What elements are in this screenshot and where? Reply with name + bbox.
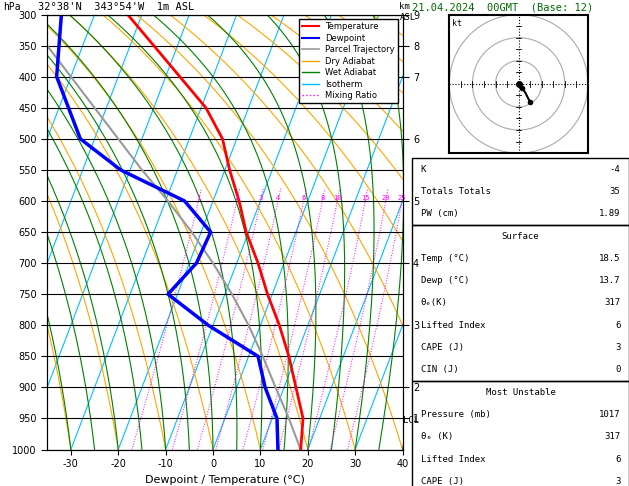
Text: θₑ(K): θₑ(K) — [421, 298, 448, 308]
Legend: Temperature, Dewpoint, Parcel Trajectory, Dry Adiabat, Wet Adiabat, Isotherm, Mi: Temperature, Dewpoint, Parcel Trajectory… — [299, 19, 398, 104]
Text: 35: 35 — [610, 187, 620, 196]
Text: 32°38'N  343°54'W  1m ASL: 32°38'N 343°54'W 1m ASL — [38, 2, 194, 13]
Text: PW (cm): PW (cm) — [421, 209, 459, 218]
Text: Dewp (°C): Dewp (°C) — [421, 276, 469, 285]
Text: Surface: Surface — [502, 231, 539, 241]
Text: 25: 25 — [398, 195, 406, 201]
Text: 15: 15 — [361, 195, 369, 201]
Text: 2: 2 — [235, 195, 239, 201]
Text: 20: 20 — [381, 195, 390, 201]
Text: 13.7: 13.7 — [599, 276, 620, 285]
Text: Lifted Index: Lifted Index — [421, 321, 485, 330]
Text: 6: 6 — [301, 195, 306, 201]
Text: -4: -4 — [610, 165, 620, 174]
Text: CAPE (J): CAPE (J) — [421, 343, 464, 352]
Text: 8: 8 — [320, 195, 325, 201]
Text: 21.04.2024  00GMT  (Base: 12): 21.04.2024 00GMT (Base: 12) — [412, 2, 593, 13]
Text: 3: 3 — [259, 195, 263, 201]
Text: 3: 3 — [615, 343, 620, 352]
Text: 3: 3 — [615, 477, 620, 486]
Text: 0: 0 — [615, 365, 620, 374]
Text: 18.5: 18.5 — [599, 254, 620, 263]
Text: kt: kt — [452, 19, 462, 28]
Text: Temp (°C): Temp (°C) — [421, 254, 469, 263]
X-axis label: Dewpoint / Temperature (°C): Dewpoint / Temperature (°C) — [145, 475, 305, 485]
Text: 317: 317 — [604, 298, 620, 308]
Text: 4: 4 — [276, 195, 281, 201]
Text: Pressure (mb): Pressure (mb) — [421, 410, 491, 419]
Text: Most Unstable: Most Unstable — [486, 388, 555, 397]
Text: 6: 6 — [615, 321, 620, 330]
Bar — [412, 225, 629, 381]
Text: Totals Totals: Totals Totals — [421, 187, 491, 196]
Text: km
ASL: km ASL — [399, 2, 416, 22]
Text: 1017: 1017 — [599, 410, 620, 419]
Text: 10: 10 — [333, 195, 342, 201]
Bar — [412, 158, 629, 225]
Text: θₑ (K): θₑ (K) — [421, 432, 453, 441]
Text: hPa: hPa — [3, 2, 21, 13]
Text: LCL: LCL — [403, 416, 419, 425]
Text: 1.89: 1.89 — [599, 209, 620, 218]
Bar — [412, 381, 629, 486]
Text: 1: 1 — [196, 195, 201, 201]
Text: CIN (J): CIN (J) — [421, 365, 459, 374]
Text: Lifted Index: Lifted Index — [421, 454, 485, 464]
Text: K: K — [421, 165, 426, 174]
Text: 317: 317 — [604, 432, 620, 441]
Text: 6: 6 — [615, 454, 620, 464]
Text: CAPE (J): CAPE (J) — [421, 477, 464, 486]
